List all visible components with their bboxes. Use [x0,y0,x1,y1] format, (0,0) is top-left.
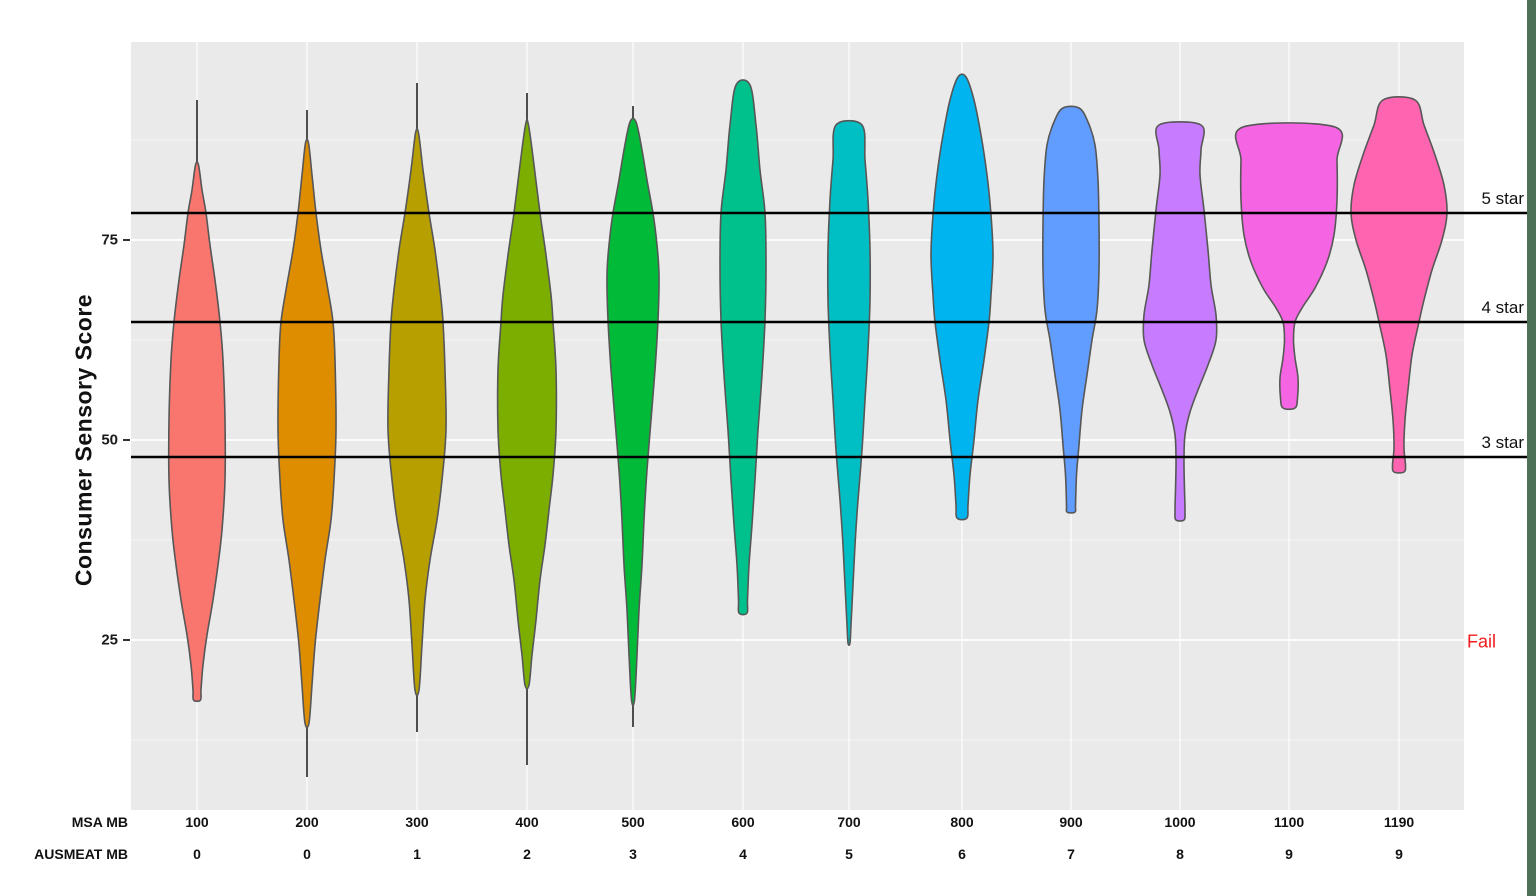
grade-label-3-star: 3 star [1481,433,1524,452]
right-edge-green-strip [1527,0,1536,896]
y-tick-75: 75 [101,231,118,249]
ausmeat-mb-value-600: 4 [739,846,747,862]
msa-mb-value-800: 800 [950,814,974,830]
msa-mb-value-1000: 1000 [1164,814,1196,830]
y-tick-mark-25 [123,639,130,641]
msa-mb-value-300: 300 [405,814,429,830]
ausmeat-mb-value-1190: 9 [1395,846,1403,862]
violin-msa-100 [167,161,227,703]
ausmeat-mb-value-700: 5 [845,846,853,862]
x-axis-row2-header: AUSMEAT MB [34,846,128,862]
msa-mb-value-600: 600 [731,814,755,830]
y-tick-mark-75 [123,239,130,241]
ausmeat-mb-value-1100: 9 [1285,846,1293,862]
violin-msa-700 [826,119,872,647]
msa-mb-value-500: 500 [621,814,645,830]
ausmeat-mb-value-100: 0 [193,846,201,862]
violin-msa-900 [1042,105,1100,514]
ausmeat-mb-value-400: 2 [523,846,531,862]
msa-mb-value-900: 900 [1059,814,1083,830]
violin-msa-800 [930,73,994,521]
ausmeat-mb-value-300: 1 [413,846,421,862]
grade-label-5-star: 5 star [1481,189,1524,208]
msa-mb-value-100: 100 [185,814,209,830]
violin-msa-300 [387,127,447,697]
msa-mb-value-1190: 1190 [1383,814,1415,830]
x-axis-row1-header: MSA MB [71,814,128,830]
y-tick-50: 50 [101,431,118,449]
violin-msa-500 [606,117,660,707]
ausmeat-mb-value-1000: 8 [1176,846,1184,862]
ausmeat-mb-value-500: 3 [629,846,637,862]
y-tick-mark-50 [123,439,130,441]
msa-mb-value-200: 200 [295,814,319,830]
msa-mb-value-400: 400 [515,814,539,830]
grade-label-fail: Fail [1467,631,1497,652]
msa-mb-value-700: 700 [837,814,861,830]
y-tick-25: 25 [101,631,118,649]
ausmeat-mb-value-900: 7 [1067,846,1075,862]
msa-mb-value-1100: 1100 [1273,814,1305,830]
violin-msa-1100 [1234,122,1344,411]
ausmeat-mb-value-800: 6 [958,846,966,862]
ausmeat-mb-value-200: 0 [303,846,311,862]
grade-label-4-star: 4 star [1481,298,1524,317]
